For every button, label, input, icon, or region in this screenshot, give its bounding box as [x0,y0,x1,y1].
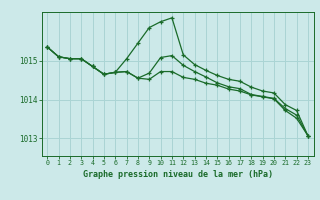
X-axis label: Graphe pression niveau de la mer (hPa): Graphe pression niveau de la mer (hPa) [83,170,273,179]
